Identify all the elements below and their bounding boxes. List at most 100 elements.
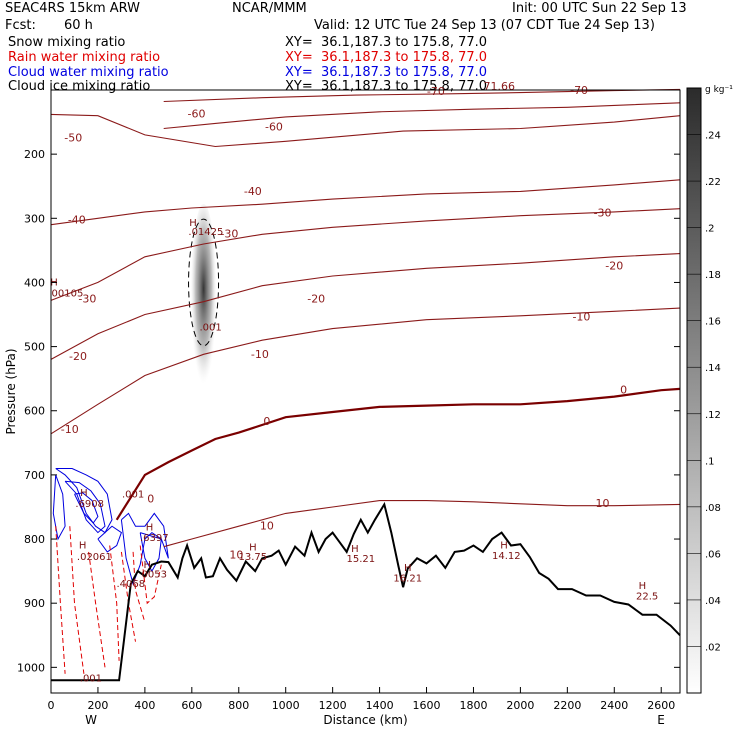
isotherm-label: 0 bbox=[147, 492, 154, 505]
max-label: .6397 bbox=[140, 533, 169, 544]
max-label: .001 bbox=[80, 673, 102, 684]
y-tick-label: 300 bbox=[24, 212, 45, 225]
colorbar-tick-label: .12 bbox=[705, 410, 721, 421]
x-tick-label: 2600 bbox=[647, 699, 675, 712]
colorbar-tick-label: .14 bbox=[705, 363, 721, 374]
isotherm-line bbox=[50, 179, 681, 226]
cloud-water-contour bbox=[139, 532, 162, 573]
isotherm-label: -30 bbox=[220, 228, 238, 241]
valid-time: Valid: 12 UTC Tue 24 Sep 13 (07 CDT Tue … bbox=[314, 18, 655, 33]
isotherm-label: -20 bbox=[605, 260, 623, 273]
max-label: .6908 bbox=[75, 499, 104, 510]
isotherm-line bbox=[50, 113, 681, 148]
x-tick-label: 1800 bbox=[459, 699, 487, 712]
isotherm-label: 0 bbox=[620, 383, 627, 396]
y-tick-label: 600 bbox=[24, 405, 45, 418]
y-tick-label: 800 bbox=[24, 533, 45, 546]
x-tick-label: 1400 bbox=[366, 699, 394, 712]
y-axis-label: Pressure (hPa) bbox=[4, 348, 18, 434]
max-label: .001 bbox=[199, 323, 221, 334]
isotherm-line bbox=[115, 387, 681, 521]
y-tick-label: 400 bbox=[24, 276, 45, 289]
forecast-label: Fcst: bbox=[5, 18, 36, 33]
max-label: 15.21 bbox=[346, 554, 375, 565]
isotherm-line bbox=[163, 88, 681, 103]
colorbar-tick-label: .16 bbox=[705, 317, 721, 328]
max-label: H bbox=[79, 541, 87, 552]
west-label: W bbox=[85, 713, 97, 727]
colorbar-unit: g kg⁻¹ bbox=[705, 85, 733, 95]
y-tick-label: 200 bbox=[24, 148, 45, 161]
rain-water-contour bbox=[132, 551, 146, 623]
x-tick-label: 1000 bbox=[272, 699, 300, 712]
max-label: H bbox=[351, 544, 359, 555]
cloud-water-contour bbox=[74, 492, 99, 524]
x-axis-label: Distance (km) bbox=[323, 713, 407, 727]
isotherm-label: -10 bbox=[251, 348, 269, 361]
isotherm-label: 10 bbox=[260, 519, 274, 532]
organization-label: NCAR/MMM bbox=[232, 1, 307, 16]
y-tick-label: 500 bbox=[24, 341, 45, 354]
colorbar-tick-label: .04 bbox=[705, 596, 721, 607]
rain-water-contour bbox=[139, 545, 162, 605]
max-label: 13.75 bbox=[239, 552, 268, 563]
x-tick-label: 2400 bbox=[600, 699, 628, 712]
x-tick-label: 0 bbox=[48, 699, 55, 712]
x-tick-label: 800 bbox=[228, 699, 249, 712]
isotherm-label: 71.66 bbox=[484, 80, 516, 93]
colorbar-tick-label: .1 bbox=[705, 456, 715, 467]
rain-water-contour bbox=[55, 526, 66, 674]
isotherm-label: 0 bbox=[263, 415, 270, 428]
max-label: 22.5 bbox=[636, 591, 658, 602]
snow-contour bbox=[188, 218, 220, 347]
x-tick-label: 2200 bbox=[553, 699, 581, 712]
x-tick-label: 1200 bbox=[319, 699, 347, 712]
max-label: .001 bbox=[122, 489, 144, 500]
isotherm-label: -30 bbox=[594, 206, 612, 219]
max-label: H bbox=[143, 560, 151, 571]
isotherm-label: -10 bbox=[61, 423, 79, 436]
x-tick-label: 600 bbox=[181, 699, 202, 712]
isotherm-label: -20 bbox=[307, 292, 325, 305]
field-snow-name: Snow mixing ratio bbox=[8, 35, 126, 50]
isotherm-label: 10 bbox=[596, 497, 610, 510]
y-tick-label: 900 bbox=[24, 597, 45, 610]
isotherm-label: -10 bbox=[572, 310, 590, 323]
field-snow-xy: XY= 36.1,187.3 to 175.8, 77.0 bbox=[285, 35, 488, 50]
snow-shading bbox=[190, 203, 217, 394]
max-label: .01425 bbox=[188, 227, 223, 238]
rain-water-contour bbox=[69, 526, 85, 674]
cloud-water-contour bbox=[97, 525, 123, 553]
isotherm-label: -70 bbox=[427, 85, 445, 98]
x-tick-label: 400 bbox=[134, 699, 155, 712]
colorbar-tick-label: .06 bbox=[705, 549, 721, 560]
max-label: H bbox=[50, 278, 58, 289]
max-label: .4068 bbox=[116, 579, 145, 590]
x-tick-label: 2000 bbox=[506, 699, 534, 712]
max-label: H bbox=[639, 581, 647, 592]
max-label: 16.21 bbox=[393, 573, 422, 584]
isotherm-label: -50 bbox=[64, 131, 82, 144]
colorbar-tick-label: .18 bbox=[705, 270, 721, 281]
isotherm-line bbox=[163, 102, 681, 130]
plot-frame bbox=[50, 89, 681, 694]
x-tick-label: 1600 bbox=[413, 699, 441, 712]
field-rain-xy: XY= 36.1,187.3 to 175.8, 77.0 bbox=[285, 50, 488, 65]
field-cloud-xy: XY= 36.1,187.3 to 175.8, 77.0 bbox=[285, 65, 488, 80]
colorbar-tick-label: .02 bbox=[705, 642, 721, 653]
max-label: H bbox=[500, 541, 508, 552]
isotherm-line bbox=[50, 253, 681, 360]
y-tick-label: 1000 bbox=[17, 661, 45, 674]
max-label: 00105 bbox=[52, 289, 84, 300]
east-label: E bbox=[657, 713, 665, 727]
max-label: H bbox=[404, 563, 412, 574]
max-label: H bbox=[189, 218, 197, 229]
cloud-water-contour bbox=[64, 480, 106, 534]
cloud-water-contour bbox=[52, 474, 66, 541]
isotherm-label: -60 bbox=[265, 120, 283, 133]
max-label: 0053 bbox=[142, 570, 167, 581]
colorbar-tick-label: .24 bbox=[705, 131, 721, 142]
isotherm-label: -40 bbox=[68, 213, 86, 226]
max-label: H bbox=[146, 523, 154, 534]
